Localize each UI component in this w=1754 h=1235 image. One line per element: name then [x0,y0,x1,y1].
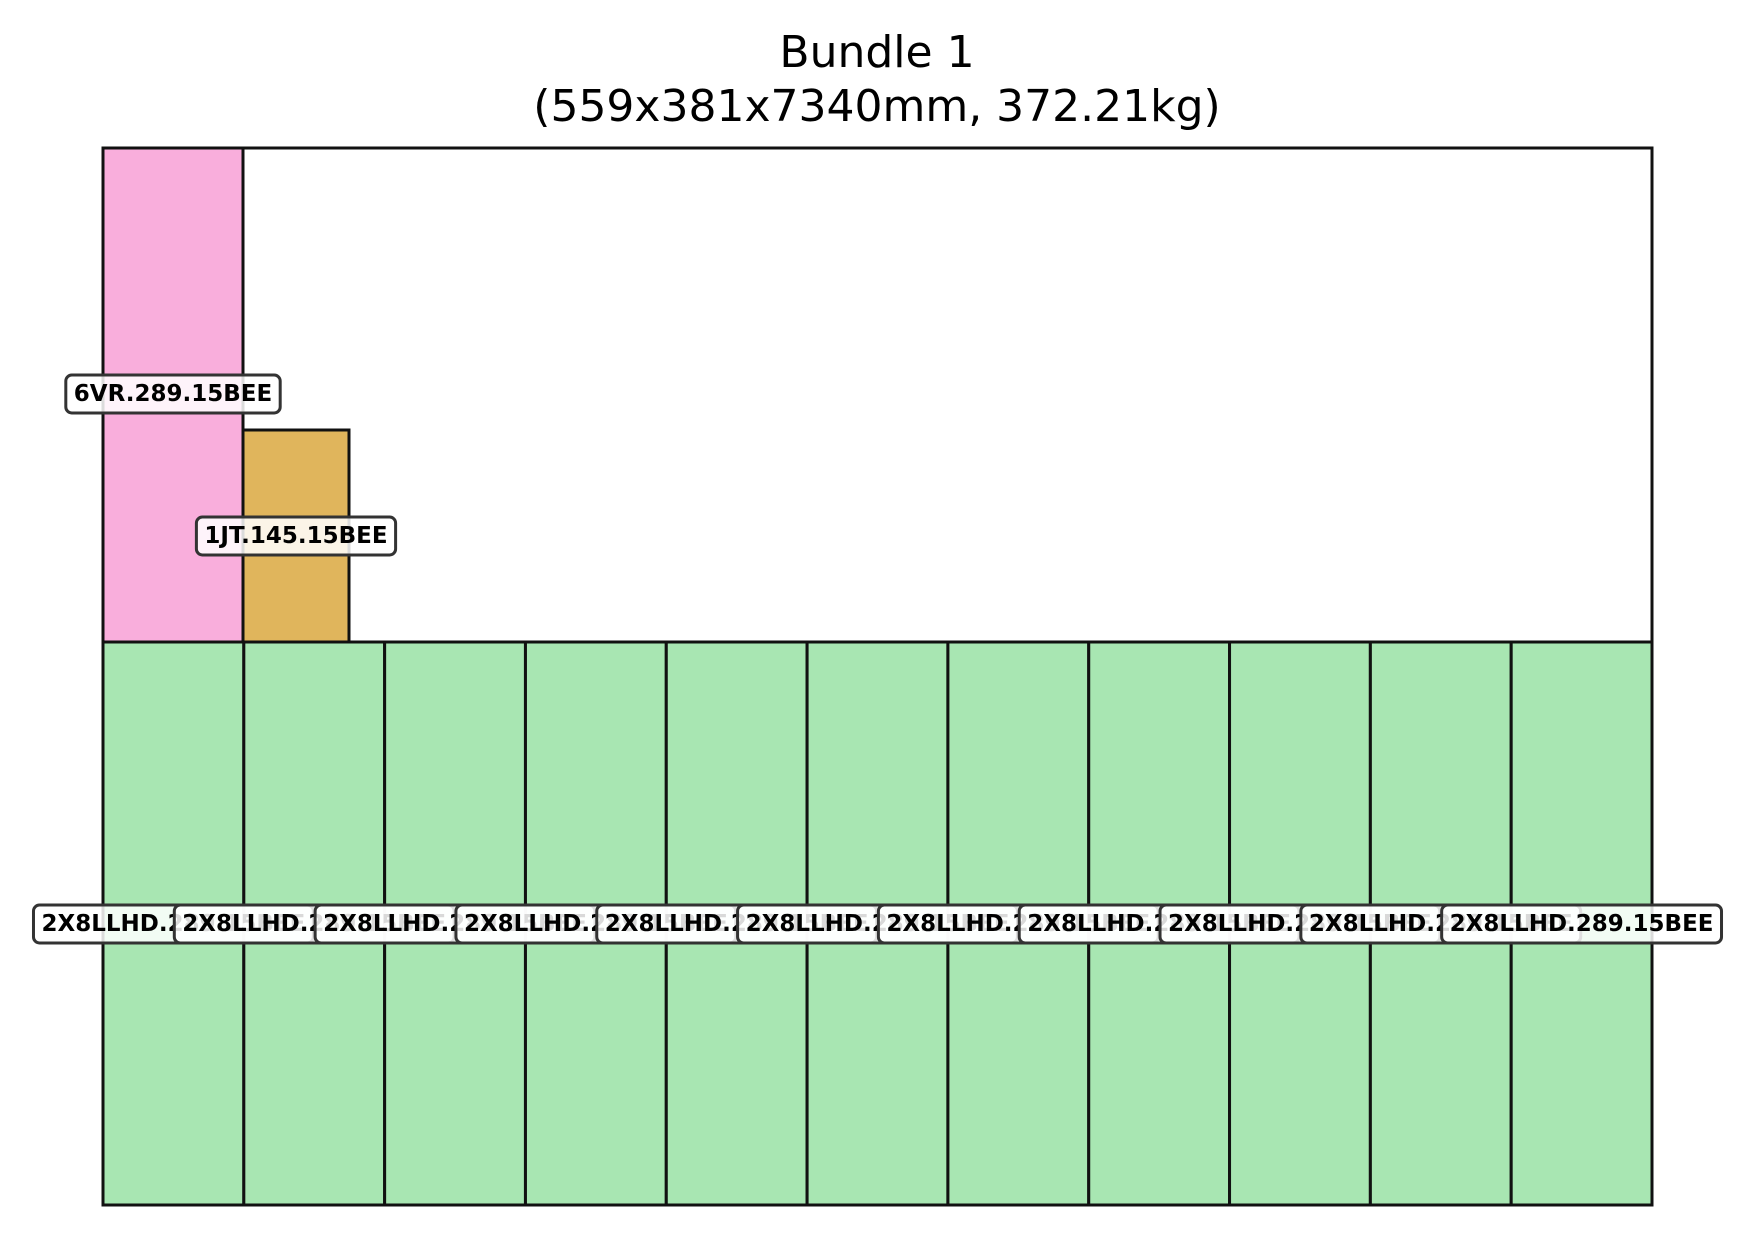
piece-label: 2X8LLHD.289.15BEE [1450,911,1714,937]
piece-label-group-12: 2X8LLHD.289.15BEE [1440,903,1724,945]
piece-label-box [1440,903,1724,945]
piece-label-group-0: 6VR.289.15BEE [64,373,282,415]
piece-label-box [64,373,282,415]
diagram-title-line2: (559x381x7340mm, 372.21kg) [533,81,1220,132]
piece-label: 1JT.145.15BEE [204,523,387,549]
piece-label-box [194,515,398,557]
diagram-title-line1: Bundle 1 [779,27,974,78]
piece-label: 6VR.289.15BEE [74,381,272,407]
piece-label-group-1: 1JT.145.15BEE [194,515,398,557]
labels-layer: 6VR.289.15BEE 1JT.145.15BEE 2X8LLHD.289.15… [31,373,1724,945]
